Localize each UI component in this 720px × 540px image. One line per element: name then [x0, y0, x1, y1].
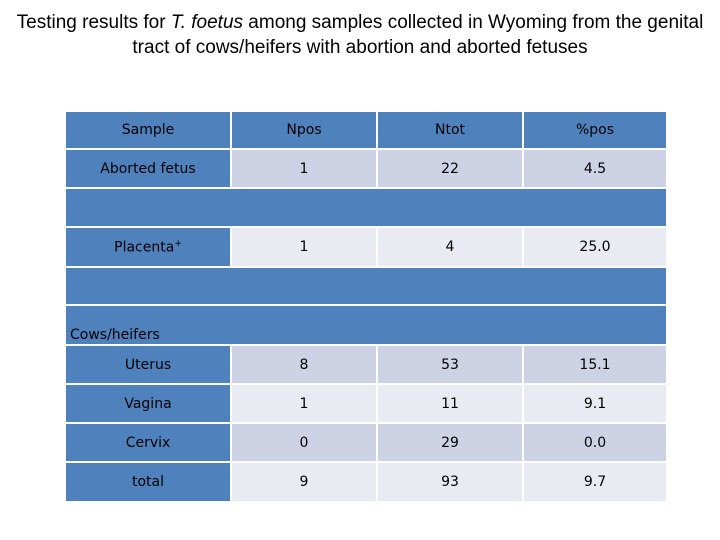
page-title: Testing results for T. foetus among samp… — [0, 10, 720, 60]
cell-pct: 9.1 — [522, 383, 668, 424]
cell-pct: 0.0 — [522, 422, 668, 463]
cell-npos: 0 — [230, 422, 378, 463]
cell-ntot: 22 — [376, 148, 524, 189]
cell-ntot: 11 — [376, 383, 524, 424]
row-label: Aborted fetus — [64, 148, 232, 189]
row-label: Vagina — [64, 383, 232, 424]
cell-pct: 25.0 — [522, 226, 668, 268]
cell-ntot: 53 — [376, 344, 524, 385]
cell-pct: 15.1 — [522, 344, 668, 385]
group-label: Cows/heifers — [64, 304, 668, 346]
title-species: T. foetus — [170, 12, 244, 33]
table-row-aborted: Aborted fetus 1 22 4.5 — [64, 148, 668, 189]
row-label: Cervix — [64, 422, 232, 463]
spacer-row — [64, 187, 668, 228]
results-table: Sample Npos Ntot %pos Aborted fetus 1 22… — [64, 110, 668, 503]
spacer-row — [64, 266, 668, 306]
cell-ntot: 29 — [376, 422, 524, 463]
placenta-label: Placenta — [114, 239, 175, 256]
table-row: Cervix 0 29 0.0 — [64, 422, 668, 463]
cell-npos: 1 — [230, 148, 378, 189]
table-row: Uterus 8 53 15.1 — [64, 344, 668, 385]
row-label: Uterus — [64, 344, 232, 385]
header-row: Sample Npos Ntot %pos — [64, 110, 668, 150]
cell-ntot: 93 — [376, 461, 524, 503]
table-row: Vagina 1 11 9.1 — [64, 383, 668, 424]
cell-pct: 9.7 — [522, 461, 668, 503]
row-label: total — [64, 461, 232, 503]
title-text-after: among samples collected in Wyoming from … — [132, 12, 704, 58]
cell-pct: 4.5 — [522, 148, 668, 189]
table-row-placenta: Placenta+ 1 4 25.0 — [64, 226, 668, 268]
title-text-before: Testing results for — [16, 12, 171, 33]
group-header-row: Cows/heifers — [64, 304, 668, 346]
cell-npos: 1 — [230, 383, 378, 424]
row-label: Placenta+ — [64, 226, 232, 268]
header-sample: Sample — [64, 110, 232, 150]
table-row: total 9 93 9.7 — [64, 461, 668, 503]
placenta-superscript: + — [174, 238, 182, 249]
header-npos: Npos — [230, 110, 378, 150]
cell-ntot: 4 — [376, 226, 524, 268]
header-pct: %pos — [522, 110, 668, 150]
cell-npos: 9 — [230, 461, 378, 503]
cell-npos: 1 — [230, 226, 378, 268]
header-ntot: Ntot — [376, 110, 524, 150]
cell-npos: 8 — [230, 344, 378, 385]
